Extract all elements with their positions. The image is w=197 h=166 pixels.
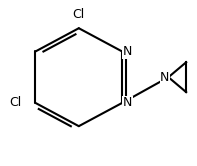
Text: Cl: Cl [73, 8, 85, 21]
Text: Cl: Cl [10, 96, 22, 109]
Text: N: N [123, 96, 132, 109]
Text: N: N [160, 71, 170, 84]
Text: N: N [123, 45, 132, 58]
